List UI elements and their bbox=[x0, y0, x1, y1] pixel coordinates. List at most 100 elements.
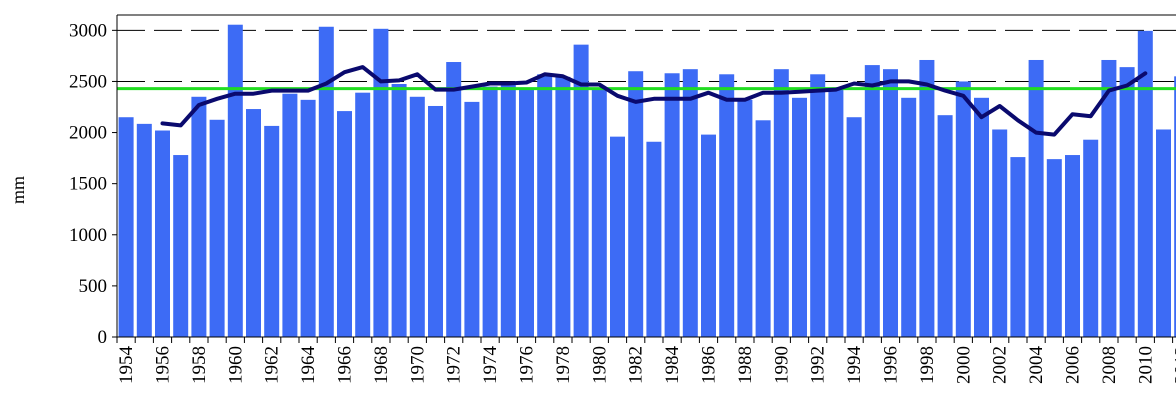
bar-1955 bbox=[136, 123, 152, 337]
bar-1999 bbox=[937, 115, 953, 337]
bar-1956 bbox=[155, 130, 170, 337]
x-tick-label: 1988 bbox=[735, 346, 756, 384]
x-tick-label: 1954 bbox=[116, 346, 137, 385]
bar-2012 bbox=[1174, 76, 1176, 337]
x-tick-label: 1996 bbox=[881, 346, 902, 384]
x-tick-label: 2002 bbox=[990, 346, 1011, 384]
bar-2004 bbox=[1028, 59, 1044, 337]
x-tick-label: 1966 bbox=[335, 346, 356, 384]
bar-2008 bbox=[1101, 59, 1117, 337]
bar-1971 bbox=[428, 105, 443, 337]
bar-2006 bbox=[1065, 155, 1080, 337]
bar-1989 bbox=[755, 120, 771, 338]
bar-1985 bbox=[682, 69, 698, 337]
bar-1979 bbox=[573, 44, 589, 338]
bar-1974 bbox=[482, 86, 498, 337]
x-tick-label: 1984 bbox=[662, 346, 683, 385]
x-axis-ticks: 1954 1956 1958 1960 1962 1964 1966 1968 1970 1972… bbox=[116, 337, 1176, 384]
bar-2011 bbox=[1156, 129, 1171, 337]
axes bbox=[116, 14, 1176, 338]
gridlines bbox=[117, 29, 1176, 82]
bar-1992 bbox=[810, 74, 826, 338]
bar-1987 bbox=[719, 74, 735, 338]
bar-1969 bbox=[391, 84, 407, 337]
bar-1970 bbox=[409, 96, 425, 338]
bar-2001 bbox=[974, 97, 989, 337]
y-tick-label: 2000 bbox=[69, 123, 107, 144]
trend-line bbox=[160, 65, 1148, 137]
bar-1960 bbox=[227, 24, 243, 337]
bar-1983 bbox=[646, 141, 662, 337]
y-tick-label: 2500 bbox=[69, 71, 107, 92]
y-axis-label: mm bbox=[8, 176, 28, 204]
x-tick-label: 1968 bbox=[371, 346, 392, 384]
bar-1959 bbox=[209, 119, 225, 338]
bar-2003 bbox=[1010, 157, 1026, 337]
bar-2009 bbox=[1119, 67, 1135, 337]
bar-2000 bbox=[955, 81, 971, 337]
bar-1962 bbox=[264, 125, 280, 338]
bar-1961 bbox=[246, 109, 261, 338]
bar-1984 bbox=[664, 73, 680, 338]
x-tick-label: 1970 bbox=[407, 346, 428, 384]
x-tick-label: 2008 bbox=[1099, 346, 1120, 384]
bar-1957 bbox=[173, 155, 189, 337]
bar-1965 bbox=[318, 26, 334, 338]
x-tick-label: 1960 bbox=[225, 346, 246, 384]
y-tick-label: 1000 bbox=[69, 225, 107, 246]
bar-1993 bbox=[828, 89, 844, 337]
x-tick-label: 1986 bbox=[699, 346, 720, 384]
y-axis-ticks: 0 500 1000 1500 2000 2500 3000 bbox=[69, 20, 117, 348]
bar-2005 bbox=[1046, 159, 1062, 337]
bar-1996 bbox=[883, 69, 898, 337]
bar-1997 bbox=[901, 97, 917, 337]
bar-1994 bbox=[846, 117, 862, 337]
x-tick-label: 1976 bbox=[517, 346, 538, 384]
x-tick-label: 1982 bbox=[626, 346, 647, 384]
x-tick-label: 1994 bbox=[844, 346, 865, 385]
bar-1990 bbox=[773, 69, 789, 337]
bar-1975 bbox=[500, 84, 516, 337]
x-tick-label: 1980 bbox=[589, 346, 610, 384]
bar-1966 bbox=[337, 111, 352, 337]
bar-1973 bbox=[464, 101, 480, 337]
bar-1958 bbox=[191, 96, 207, 338]
x-tick-label: 1974 bbox=[480, 346, 501, 385]
bar-1954 bbox=[118, 117, 134, 337]
bar-1986 bbox=[701, 134, 716, 337]
bar-1982 bbox=[628, 71, 644, 337]
x-tick-label: 2004 bbox=[1026, 346, 1047, 385]
x-tick-label: 1972 bbox=[444, 346, 465, 384]
x-tick-label: 1990 bbox=[771, 346, 792, 384]
bar-1978 bbox=[555, 76, 571, 337]
bar-1995 bbox=[864, 65, 880, 337]
x-tick-label: 2000 bbox=[953, 346, 974, 384]
y-tick-label: 500 bbox=[79, 276, 108, 297]
x-tick-label: 2012 bbox=[1172, 346, 1176, 384]
bar-1976 bbox=[519, 87, 534, 337]
bar-2007 bbox=[1083, 139, 1099, 337]
bar-series bbox=[118, 24, 1176, 338]
bar-1977 bbox=[537, 74, 553, 338]
bar-1964 bbox=[300, 99, 316, 337]
y-tick-label: 3000 bbox=[69, 20, 107, 41]
bar-1988 bbox=[737, 99, 753, 337]
bar-2002 bbox=[992, 129, 1008, 337]
bar-1972 bbox=[446, 62, 462, 338]
bar-1998 bbox=[919, 59, 935, 337]
x-tick-label: 1958 bbox=[189, 346, 210, 384]
bar-1968 bbox=[373, 28, 389, 338]
x-tick-label: 1978 bbox=[553, 346, 574, 384]
x-tick-label: 2010 bbox=[1135, 346, 1156, 384]
x-tick-label: 1964 bbox=[298, 346, 319, 385]
bar-1991 bbox=[792, 97, 807, 337]
y-tick-label: 1500 bbox=[69, 174, 107, 195]
bar-1981 bbox=[610, 136, 625, 337]
bar-1980 bbox=[591, 88, 607, 337]
x-tick-label: 1998 bbox=[917, 346, 938, 384]
bar-2010 bbox=[1137, 30, 1153, 337]
x-tick-label: 1962 bbox=[262, 346, 283, 384]
x-tick-label: 1992 bbox=[808, 346, 829, 384]
x-tick-label: 2006 bbox=[1063, 346, 1084, 384]
